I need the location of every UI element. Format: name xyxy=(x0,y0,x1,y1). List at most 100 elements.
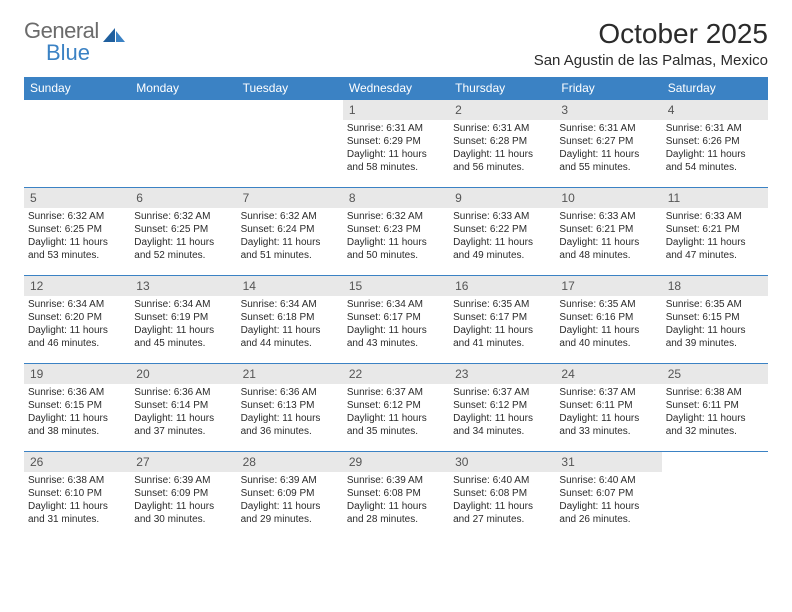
day-number: 9 xyxy=(449,188,555,208)
title-block: October 2025 San Agustin de las Palmas, … xyxy=(534,18,768,69)
day-details: Sunrise: 6:34 AMSunset: 6:19 PMDaylight:… xyxy=(130,296,236,352)
day-details: Sunrise: 6:37 AMSunset: 6:12 PMDaylight:… xyxy=(449,384,555,440)
weekday-header-row: SundayMondayTuesdayWednesdayThursdayFrid… xyxy=(24,77,768,100)
calendar-cell: 19Sunrise: 6:36 AMSunset: 6:15 PMDayligh… xyxy=(24,364,130,452)
day-number: 22 xyxy=(343,364,449,384)
month-title: October 2025 xyxy=(534,18,768,50)
weekday-header: Friday xyxy=(555,77,661,100)
calendar-cell: 16Sunrise: 6:35 AMSunset: 6:17 PMDayligh… xyxy=(449,276,555,364)
calendar-cell: 10Sunrise: 6:33 AMSunset: 6:21 PMDayligh… xyxy=(555,188,661,276)
day-details: Sunrise: 6:34 AMSunset: 6:17 PMDaylight:… xyxy=(343,296,449,352)
day-details: Sunrise: 6:39 AMSunset: 6:08 PMDaylight:… xyxy=(343,472,449,528)
logo: General Blue xyxy=(24,18,127,66)
day-details: Sunrise: 6:31 AMSunset: 6:27 PMDaylight:… xyxy=(555,120,661,176)
calendar-cell: 24Sunrise: 6:37 AMSunset: 6:11 PMDayligh… xyxy=(555,364,661,452)
day-number: 31 xyxy=(555,452,661,472)
calendar-cell: 4Sunrise: 6:31 AMSunset: 6:26 PMDaylight… xyxy=(662,100,768,188)
calendar-cell: 13Sunrise: 6:34 AMSunset: 6:19 PMDayligh… xyxy=(130,276,236,364)
day-number: 26 xyxy=(24,452,130,472)
calendar-cell xyxy=(662,452,768,540)
day-number: 11 xyxy=(662,188,768,208)
calendar-cell: 18Sunrise: 6:35 AMSunset: 6:15 PMDayligh… xyxy=(662,276,768,364)
day-details: Sunrise: 6:36 AMSunset: 6:14 PMDaylight:… xyxy=(130,384,236,440)
day-number: 8 xyxy=(343,188,449,208)
day-details: Sunrise: 6:40 AMSunset: 6:08 PMDaylight:… xyxy=(449,472,555,528)
calendar-week-row: 5Sunrise: 6:32 AMSunset: 6:25 PMDaylight… xyxy=(24,188,768,276)
day-details: Sunrise: 6:36 AMSunset: 6:13 PMDaylight:… xyxy=(237,384,343,440)
calendar-cell: 17Sunrise: 6:35 AMSunset: 6:16 PMDayligh… xyxy=(555,276,661,364)
day-details: Sunrise: 6:32 AMSunset: 6:23 PMDaylight:… xyxy=(343,208,449,264)
day-details: Sunrise: 6:37 AMSunset: 6:12 PMDaylight:… xyxy=(343,384,449,440)
weekday-header: Thursday xyxy=(449,77,555,100)
header: General Blue October 2025 San Agustin de… xyxy=(24,18,768,69)
day-number: 12 xyxy=(24,276,130,296)
day-number: 1 xyxy=(343,100,449,120)
calendar-cell: 3Sunrise: 6:31 AMSunset: 6:27 PMDaylight… xyxy=(555,100,661,188)
day-number: 6 xyxy=(130,188,236,208)
day-number: 19 xyxy=(24,364,130,384)
day-details: Sunrise: 6:33 AMSunset: 6:21 PMDaylight:… xyxy=(662,208,768,264)
calendar-cell: 29Sunrise: 6:39 AMSunset: 6:08 PMDayligh… xyxy=(343,452,449,540)
day-number: 27 xyxy=(130,452,236,472)
day-number: 21 xyxy=(237,364,343,384)
day-number: 13 xyxy=(130,276,236,296)
day-number: 18 xyxy=(662,276,768,296)
calendar-cell: 31Sunrise: 6:40 AMSunset: 6:07 PMDayligh… xyxy=(555,452,661,540)
calendar-table: SundayMondayTuesdayWednesdayThursdayFrid… xyxy=(24,77,768,540)
day-details: Sunrise: 6:34 AMSunset: 6:18 PMDaylight:… xyxy=(237,296,343,352)
calendar-cell: 28Sunrise: 6:39 AMSunset: 6:09 PMDayligh… xyxy=(237,452,343,540)
day-number: 30 xyxy=(449,452,555,472)
calendar-cell: 6Sunrise: 6:32 AMSunset: 6:25 PMDaylight… xyxy=(130,188,236,276)
calendar-cell xyxy=(24,100,130,188)
weekday-header: Sunday xyxy=(24,77,130,100)
calendar-week-row: 19Sunrise: 6:36 AMSunset: 6:15 PMDayligh… xyxy=(24,364,768,452)
calendar-week-row: 26Sunrise: 6:38 AMSunset: 6:10 PMDayligh… xyxy=(24,452,768,540)
weekday-header: Wednesday xyxy=(343,77,449,100)
calendar-cell: 1Sunrise: 6:31 AMSunset: 6:29 PMDaylight… xyxy=(343,100,449,188)
day-number: 2 xyxy=(449,100,555,120)
day-number: 4 xyxy=(662,100,768,120)
day-details: Sunrise: 6:35 AMSunset: 6:16 PMDaylight:… xyxy=(555,296,661,352)
day-number: 20 xyxy=(130,364,236,384)
location-subtitle: San Agustin de las Palmas, Mexico xyxy=(534,52,768,69)
day-details: Sunrise: 6:32 AMSunset: 6:25 PMDaylight:… xyxy=(24,208,130,264)
day-details: Sunrise: 6:39 AMSunset: 6:09 PMDaylight:… xyxy=(237,472,343,528)
calendar-cell: 11Sunrise: 6:33 AMSunset: 6:21 PMDayligh… xyxy=(662,188,768,276)
day-details: Sunrise: 6:31 AMSunset: 6:29 PMDaylight:… xyxy=(343,120,449,176)
calendar-cell: 27Sunrise: 6:39 AMSunset: 6:09 PMDayligh… xyxy=(130,452,236,540)
weekday-header: Monday xyxy=(130,77,236,100)
day-number: 29 xyxy=(343,452,449,472)
calendar-cell: 9Sunrise: 6:33 AMSunset: 6:22 PMDaylight… xyxy=(449,188,555,276)
calendar-cell: 2Sunrise: 6:31 AMSunset: 6:28 PMDaylight… xyxy=(449,100,555,188)
day-number: 28 xyxy=(237,452,343,472)
weekday-header: Tuesday xyxy=(237,77,343,100)
calendar-cell: 15Sunrise: 6:34 AMSunset: 6:17 PMDayligh… xyxy=(343,276,449,364)
day-details: Sunrise: 6:33 AMSunset: 6:21 PMDaylight:… xyxy=(555,208,661,264)
day-details: Sunrise: 6:35 AMSunset: 6:15 PMDaylight:… xyxy=(662,296,768,352)
day-number: 14 xyxy=(237,276,343,296)
day-details: Sunrise: 6:31 AMSunset: 6:28 PMDaylight:… xyxy=(449,120,555,176)
day-details: Sunrise: 6:38 AMSunset: 6:10 PMDaylight:… xyxy=(24,472,130,528)
calendar-cell: 26Sunrise: 6:38 AMSunset: 6:10 PMDayligh… xyxy=(24,452,130,540)
day-number: 17 xyxy=(555,276,661,296)
day-number: 7 xyxy=(237,188,343,208)
calendar-cell: 7Sunrise: 6:32 AMSunset: 6:24 PMDaylight… xyxy=(237,188,343,276)
calendar-week-row: 1Sunrise: 6:31 AMSunset: 6:29 PMDaylight… xyxy=(24,100,768,188)
day-number: 25 xyxy=(662,364,768,384)
calendar-week-row: 12Sunrise: 6:34 AMSunset: 6:20 PMDayligh… xyxy=(24,276,768,364)
day-details: Sunrise: 6:34 AMSunset: 6:20 PMDaylight:… xyxy=(24,296,130,352)
day-details: Sunrise: 6:36 AMSunset: 6:15 PMDaylight:… xyxy=(24,384,130,440)
calendar-cell xyxy=(130,100,236,188)
day-number: 3 xyxy=(555,100,661,120)
day-details: Sunrise: 6:37 AMSunset: 6:11 PMDaylight:… xyxy=(555,384,661,440)
weekday-header: Saturday xyxy=(662,77,768,100)
calendar-cell: 30Sunrise: 6:40 AMSunset: 6:08 PMDayligh… xyxy=(449,452,555,540)
day-details: Sunrise: 6:33 AMSunset: 6:22 PMDaylight:… xyxy=(449,208,555,264)
logo-sail-icon xyxy=(101,26,127,44)
calendar-cell: 14Sunrise: 6:34 AMSunset: 6:18 PMDayligh… xyxy=(237,276,343,364)
day-number: 5 xyxy=(24,188,130,208)
calendar-cell: 21Sunrise: 6:36 AMSunset: 6:13 PMDayligh… xyxy=(237,364,343,452)
day-details: Sunrise: 6:38 AMSunset: 6:11 PMDaylight:… xyxy=(662,384,768,440)
calendar-cell: 8Sunrise: 6:32 AMSunset: 6:23 PMDaylight… xyxy=(343,188,449,276)
calendar-cell: 20Sunrise: 6:36 AMSunset: 6:14 PMDayligh… xyxy=(130,364,236,452)
